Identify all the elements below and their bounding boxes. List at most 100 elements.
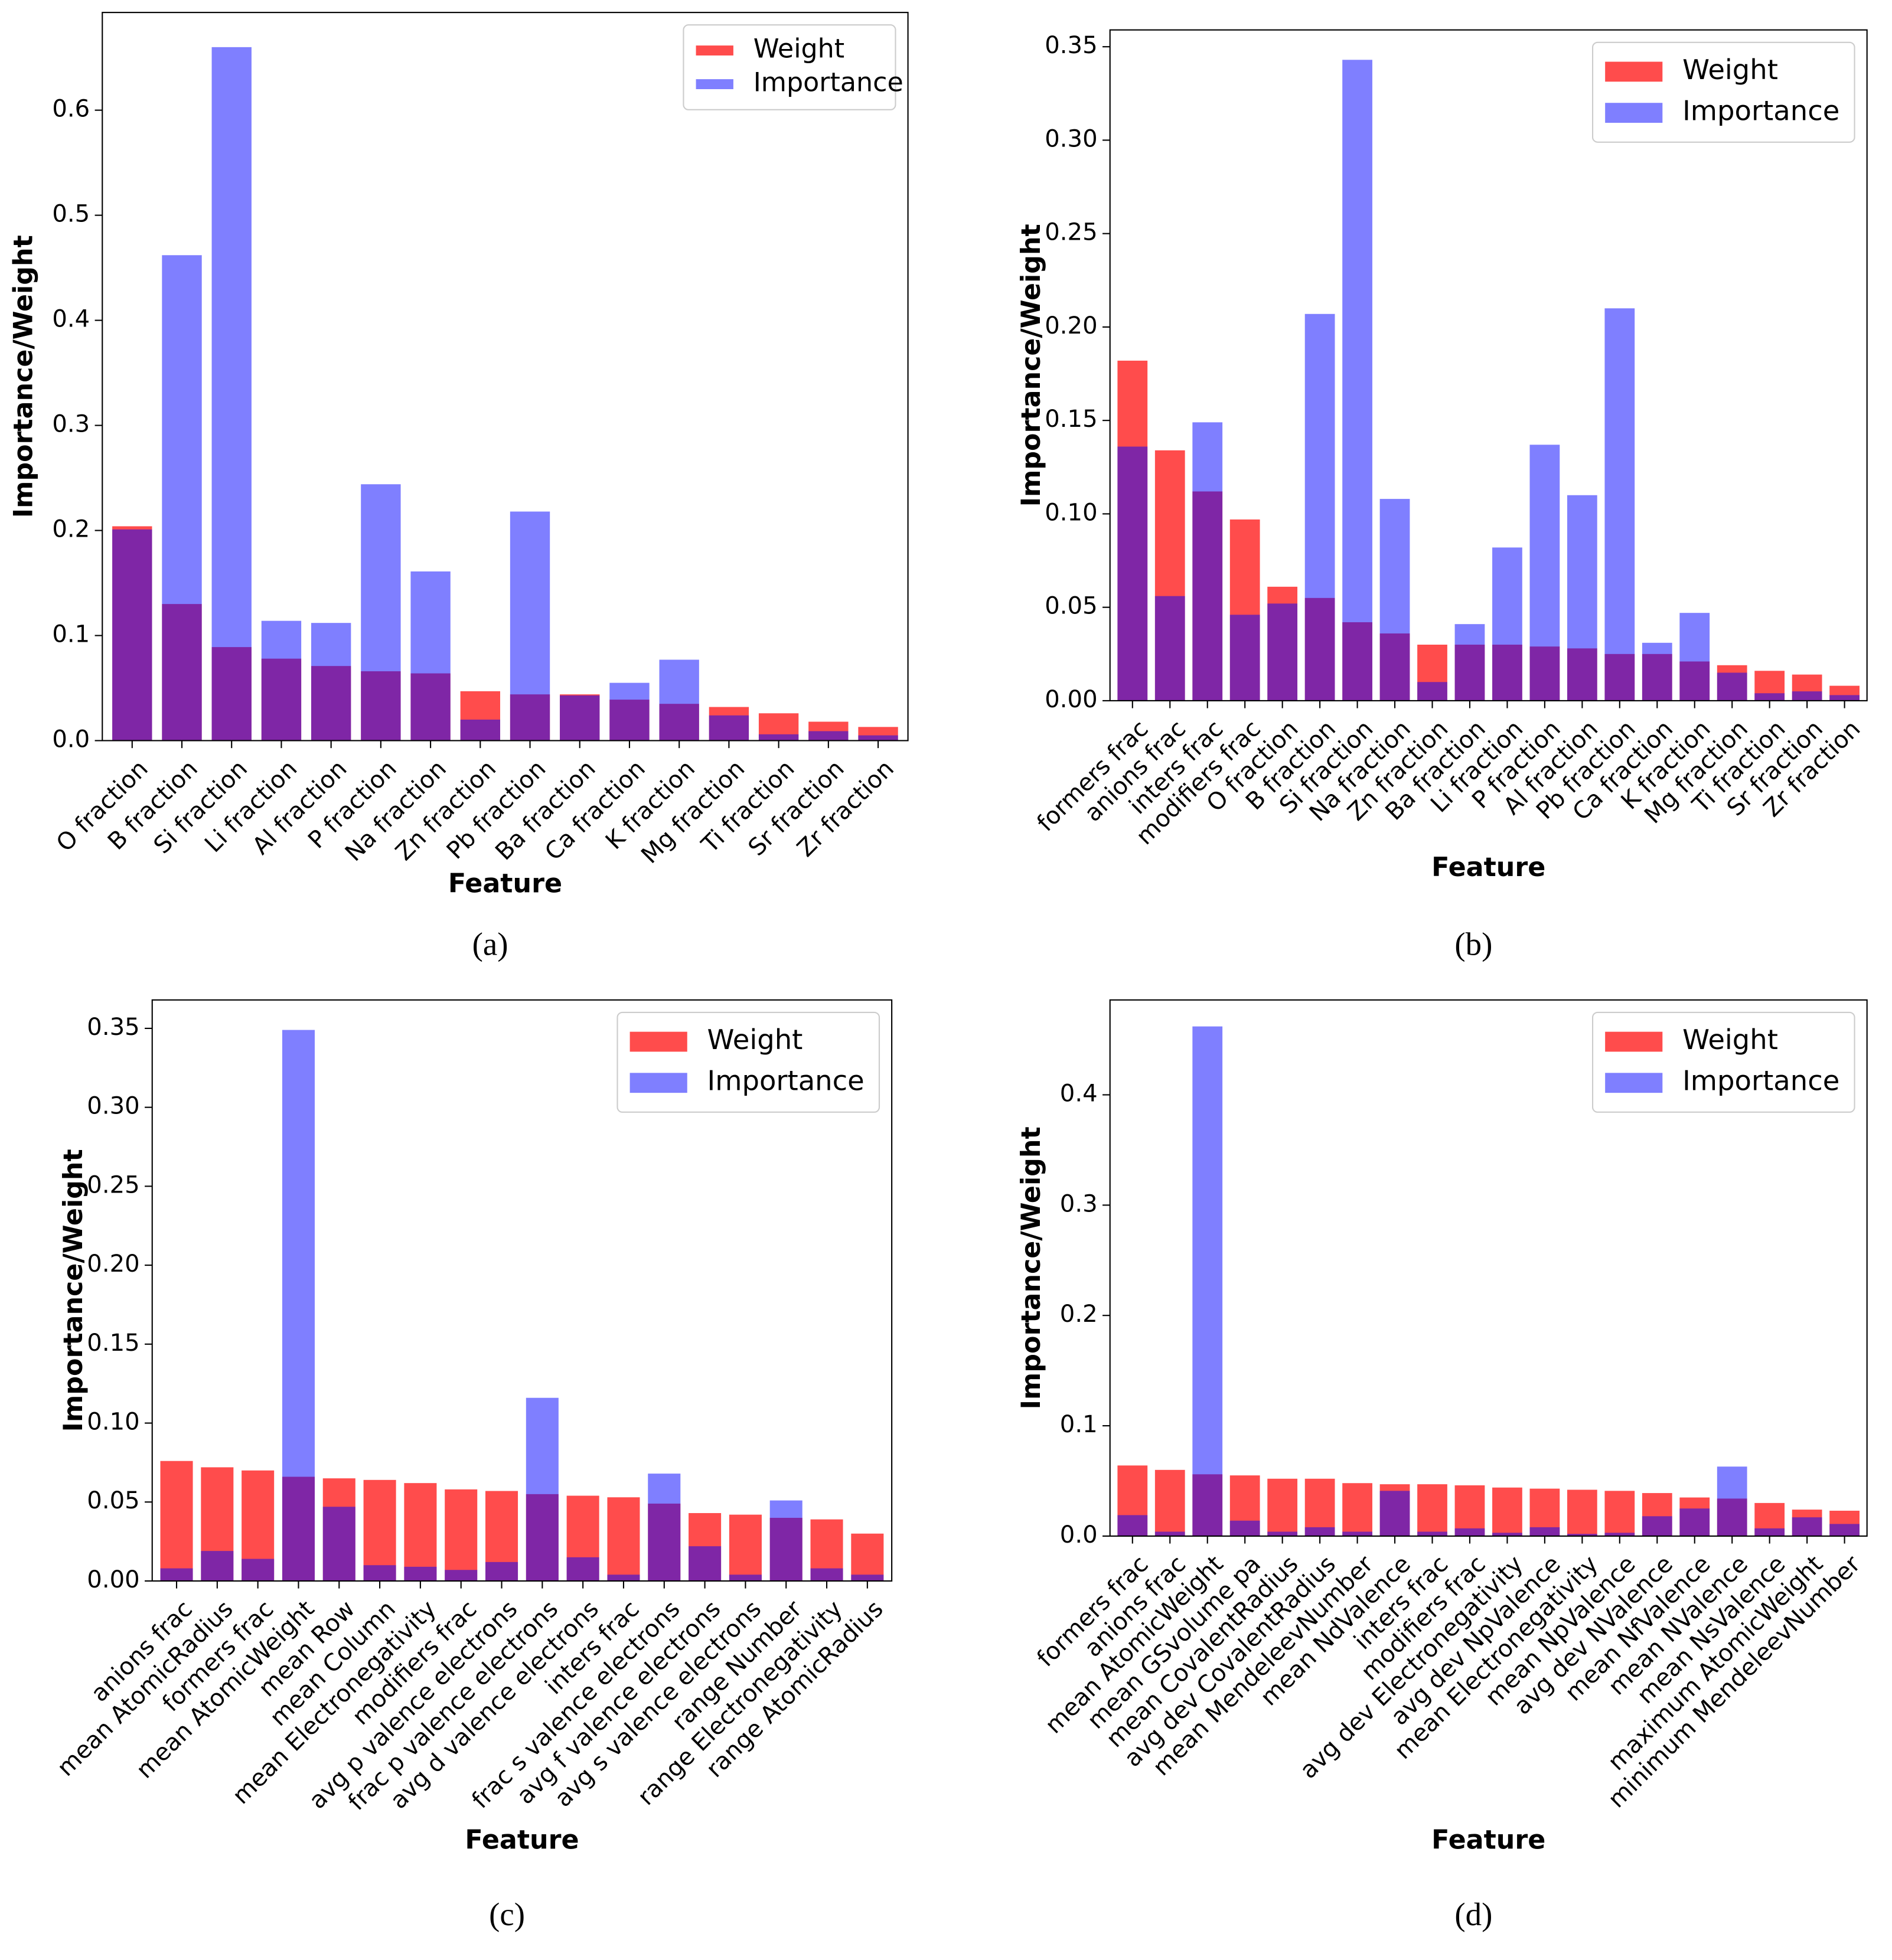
bar bbox=[510, 511, 550, 741]
legend-label: Weight bbox=[753, 34, 845, 64]
legend-label: Weight bbox=[707, 1024, 803, 1056]
bar bbox=[1379, 499, 1410, 701]
bar bbox=[1117, 1515, 1148, 1536]
y-tick-label: 0.1 bbox=[52, 621, 90, 648]
bar bbox=[1754, 1528, 1785, 1536]
bar bbox=[160, 1568, 193, 1581]
bar bbox=[729, 1514, 762, 1581]
bar bbox=[1792, 1517, 1822, 1536]
plot-frame bbox=[151, 999, 893, 1582]
bar bbox=[1717, 672, 1747, 701]
y-tick-label: 0.35 bbox=[1045, 32, 1097, 59]
y-tick-label: 0.25 bbox=[1045, 219, 1097, 246]
y-tick-label: 0.05 bbox=[1045, 593, 1097, 620]
bar bbox=[1567, 495, 1597, 701]
caption: (a) bbox=[472, 926, 508, 962]
bar bbox=[404, 1483, 437, 1581]
bar bbox=[261, 620, 302, 741]
y-axis-label: Importance/Weight bbox=[8, 235, 38, 518]
bar bbox=[1604, 1491, 1635, 1536]
bar bbox=[689, 1546, 722, 1581]
bar bbox=[1304, 313, 1335, 701]
bar bbox=[242, 1559, 275, 1581]
bar bbox=[1304, 1527, 1335, 1536]
bar bbox=[1229, 1520, 1260, 1536]
legend-swatch bbox=[1605, 103, 1663, 123]
bar bbox=[659, 659, 699, 741]
bar bbox=[851, 1574, 884, 1581]
x-axis-label: Feature bbox=[448, 868, 562, 899]
bar bbox=[758, 734, 799, 741]
legend-label: Weight bbox=[1682, 1024, 1778, 1056]
bar bbox=[1267, 1531, 1298, 1536]
legend-label: Importance bbox=[1682, 95, 1839, 127]
bar bbox=[560, 695, 600, 741]
bar bbox=[1679, 613, 1710, 701]
bar bbox=[1342, 1483, 1372, 1536]
y-tick-label: 0.30 bbox=[1045, 125, 1097, 152]
bar bbox=[1117, 446, 1148, 701]
bar bbox=[607, 1574, 640, 1581]
y-tick-label: 0.10 bbox=[1045, 499, 1097, 526]
bar bbox=[1342, 1531, 1372, 1536]
legend-swatch bbox=[629, 1073, 687, 1093]
bar bbox=[566, 1557, 599, 1581]
bar bbox=[363, 1565, 396, 1581]
bar bbox=[1229, 615, 1260, 701]
bar bbox=[648, 1474, 681, 1581]
bar bbox=[485, 1562, 518, 1581]
bar bbox=[1192, 1026, 1223, 1536]
y-tick-label: 0.25 bbox=[87, 1171, 139, 1198]
bar bbox=[1267, 603, 1298, 701]
bar bbox=[160, 1461, 193, 1581]
bar bbox=[1567, 1534, 1597, 1536]
plot-frame bbox=[1109, 999, 1868, 1537]
bar bbox=[1154, 596, 1185, 701]
y-tick-label: 0.2 bbox=[52, 516, 90, 543]
bar bbox=[729, 1574, 762, 1581]
y-tick-label: 0.5 bbox=[52, 201, 90, 228]
legend-label: Weight bbox=[1682, 54, 1778, 86]
bar bbox=[1492, 547, 1522, 701]
caption: (d) bbox=[1454, 1896, 1492, 1932]
bar bbox=[1604, 308, 1635, 701]
bar bbox=[1679, 1508, 1710, 1536]
y-tick-label: 0.3 bbox=[52, 411, 90, 438]
bar bbox=[1642, 1516, 1672, 1536]
y-tick-label: 0.0 bbox=[1060, 1521, 1098, 1549]
y-tick-label: 0.20 bbox=[1045, 312, 1097, 339]
caption: (c) bbox=[489, 1896, 525, 1932]
y-tick-label: 0.00 bbox=[1045, 686, 1097, 713]
bar bbox=[1304, 1478, 1335, 1536]
bar bbox=[363, 1479, 396, 1581]
bar bbox=[1154, 1531, 1185, 1536]
bar bbox=[162, 255, 202, 741]
bar bbox=[1829, 1524, 1860, 1536]
bar bbox=[851, 1533, 884, 1581]
legend-swatch bbox=[696, 45, 733, 55]
bar bbox=[282, 1030, 315, 1581]
y-tick-label: 0.15 bbox=[87, 1329, 139, 1357]
bar bbox=[810, 1568, 843, 1581]
caption: (b) bbox=[1454, 926, 1492, 962]
legend-swatch bbox=[696, 79, 733, 90]
y-axis-label: Importance/Weight bbox=[1016, 224, 1046, 507]
legend-box bbox=[683, 24, 896, 110]
bar bbox=[311, 623, 351, 741]
y-tick-label: 0.3 bbox=[1060, 1190, 1098, 1217]
bar bbox=[1342, 60, 1372, 701]
legend-label: Importance bbox=[1682, 1065, 1839, 1097]
bar bbox=[769, 1500, 803, 1581]
bar bbox=[445, 1570, 478, 1581]
bar bbox=[709, 715, 749, 741]
x-axis-label: Feature bbox=[1431, 852, 1545, 883]
legend-label: Importance bbox=[707, 1065, 865, 1097]
bar bbox=[404, 1566, 437, 1581]
bar bbox=[1492, 1533, 1522, 1536]
plot-frame bbox=[1109, 29, 1868, 701]
bar bbox=[410, 571, 451, 741]
y-tick-label: 0.6 bbox=[52, 96, 90, 123]
